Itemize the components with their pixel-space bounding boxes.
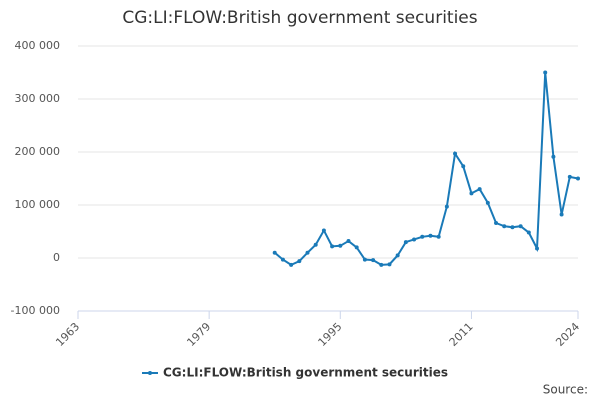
legend-label: CG:LI:FLOW:British government securities bbox=[163, 366, 448, 380]
point bbox=[387, 262, 392, 267]
point bbox=[444, 204, 449, 209]
point bbox=[379, 262, 384, 267]
point bbox=[469, 191, 474, 196]
y-tick-label: 0 bbox=[53, 251, 60, 264]
point bbox=[362, 257, 367, 262]
chart-title: CG:LI:FLOW:British government securities bbox=[122, 8, 477, 28]
point bbox=[510, 225, 515, 230]
x-tick-label: 1995 bbox=[316, 320, 345, 349]
y-tick-label: 300 000 bbox=[15, 92, 61, 105]
y-tick-label: 400 000 bbox=[15, 39, 61, 52]
point bbox=[526, 230, 531, 235]
point bbox=[321, 228, 326, 233]
point bbox=[453, 151, 458, 156]
point bbox=[272, 250, 277, 255]
point bbox=[403, 240, 408, 245]
point bbox=[494, 221, 499, 226]
point bbox=[436, 234, 441, 239]
x-tick-label: 1963 bbox=[53, 320, 82, 349]
point bbox=[567, 174, 572, 179]
x-tick-label: 1979 bbox=[184, 320, 213, 349]
point bbox=[502, 224, 507, 229]
point bbox=[297, 259, 302, 264]
point bbox=[313, 242, 318, 247]
point bbox=[428, 233, 433, 238]
point bbox=[305, 250, 310, 255]
point bbox=[280, 257, 285, 262]
point bbox=[395, 253, 400, 258]
point bbox=[420, 234, 425, 239]
point bbox=[518, 224, 523, 229]
line bbox=[274, 72, 579, 267]
point bbox=[346, 239, 351, 244]
point bbox=[551, 154, 556, 159]
point bbox=[485, 200, 490, 205]
point bbox=[543, 70, 548, 75]
point bbox=[330, 244, 335, 249]
point bbox=[477, 187, 482, 192]
point bbox=[338, 243, 343, 248]
point bbox=[371, 258, 376, 263]
point bbox=[559, 212, 564, 217]
point bbox=[461, 164, 466, 169]
x-tick-label: 2011 bbox=[447, 320, 476, 349]
x-tick-label: 2024 bbox=[553, 320, 582, 349]
point bbox=[576, 176, 580, 181]
y-tick-label: 200 000 bbox=[15, 145, 61, 158]
source: Source: bbox=[543, 383, 588, 397]
point bbox=[412, 237, 417, 242]
legend-marker bbox=[148, 371, 152, 375]
point bbox=[354, 245, 359, 250]
point bbox=[535, 246, 540, 251]
point bbox=[289, 262, 294, 267]
y-tick-label: 100 000 bbox=[15, 198, 61, 211]
y-tick-label: -100 000 bbox=[11, 304, 60, 317]
